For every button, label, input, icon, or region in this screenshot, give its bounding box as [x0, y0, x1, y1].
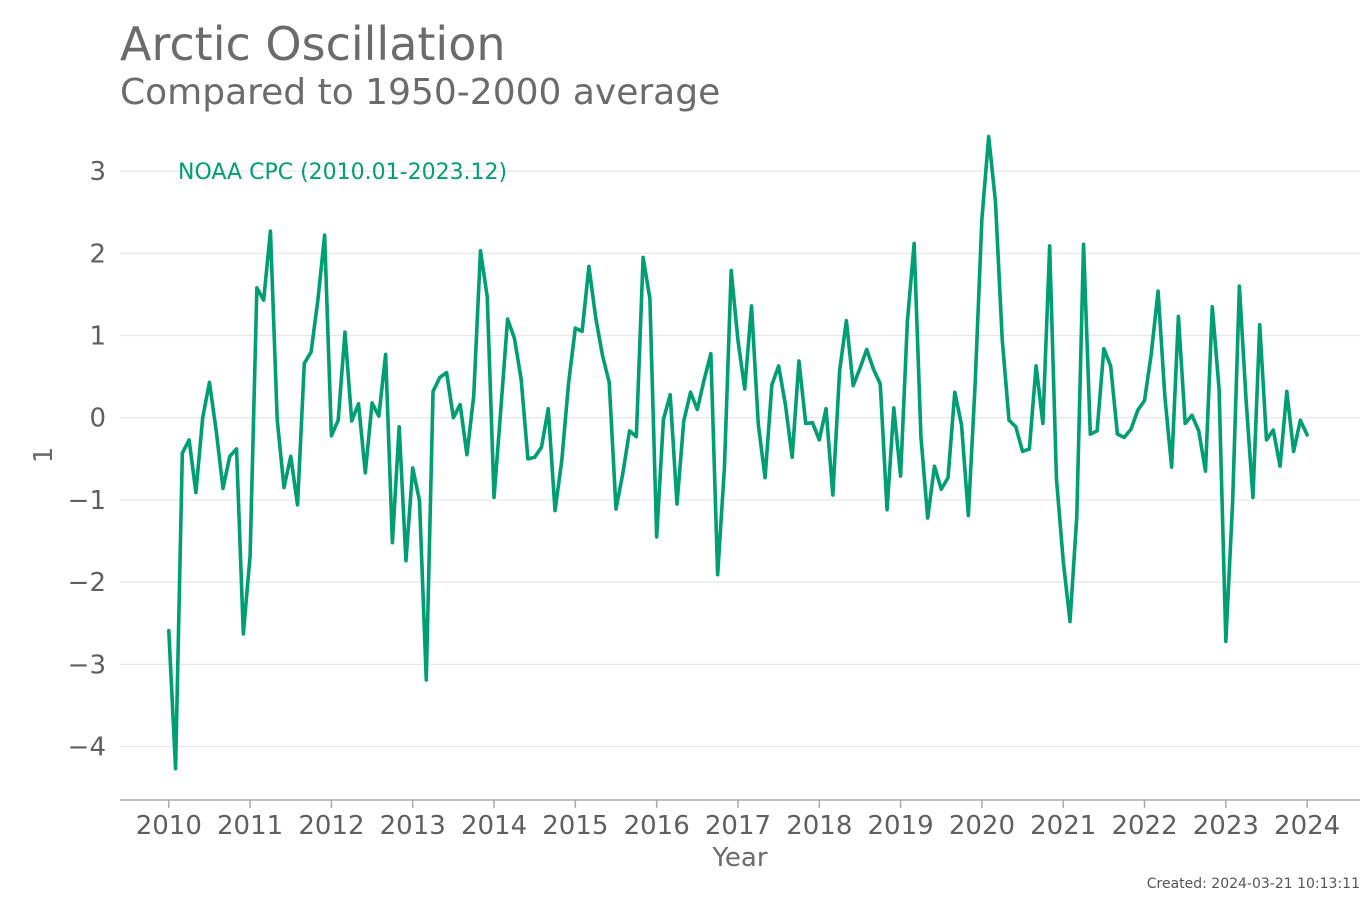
created-timestamp: Created: 2024-03-21 10:13:11 [1147, 876, 1360, 892]
x-axis-label: Year [711, 843, 767, 873]
x-tick-label: 2015 [542, 811, 608, 841]
x-tick-label: 2023 [1193, 811, 1259, 841]
y-tick-label: 3 [89, 157, 106, 187]
y-tick-label: 2 [89, 239, 106, 269]
x-tick-label: 2013 [380, 811, 446, 841]
series-layer [166, 134, 1309, 771]
y-tick-label: −3 [68, 650, 106, 680]
y-tick-label: −2 [68, 568, 106, 598]
x-tick-label: 2021 [1030, 811, 1096, 841]
x-tick-label: 2014 [461, 811, 527, 841]
chart-subtitle: Compared to 1950-2000 average [120, 72, 720, 113]
x-tick-label: 2010 [136, 811, 202, 841]
x-tick-label: 2024 [1274, 811, 1340, 841]
y-axis-ticks: 3 2 1 0 −1 −2 −3 −4 [68, 157, 106, 762]
y-tick-label: −4 [68, 733, 106, 763]
y-tick-label: 0 [89, 404, 106, 434]
legend-label: NOAA CPC (2010.01-2023.12) [178, 160, 507, 185]
x-tick-label: 2017 [705, 811, 771, 841]
x-tick-label: 2020 [949, 811, 1015, 841]
chart-title: Arctic Oscillation [120, 17, 506, 71]
x-tick-label: 2011 [217, 811, 283, 841]
grid-layer [120, 170, 1360, 748]
x-axis-ticks: 2010 2011 2012 2013 2014 2015 2016 2017 2018 2019… [136, 800, 1340, 841]
series-line [166, 134, 1309, 771]
x-tick-label: 2012 [298, 811, 364, 841]
y-axis-label: 1 [29, 447, 59, 464]
x-tick-label: 2018 [786, 811, 852, 841]
x-tick-label: 2016 [624, 811, 690, 841]
y-tick-label: 1 [89, 322, 106, 352]
x-tick-label: 2022 [1111, 811, 1177, 841]
x-tick-label: 2019 [868, 811, 934, 841]
y-tick-label: −1 [68, 486, 106, 516]
